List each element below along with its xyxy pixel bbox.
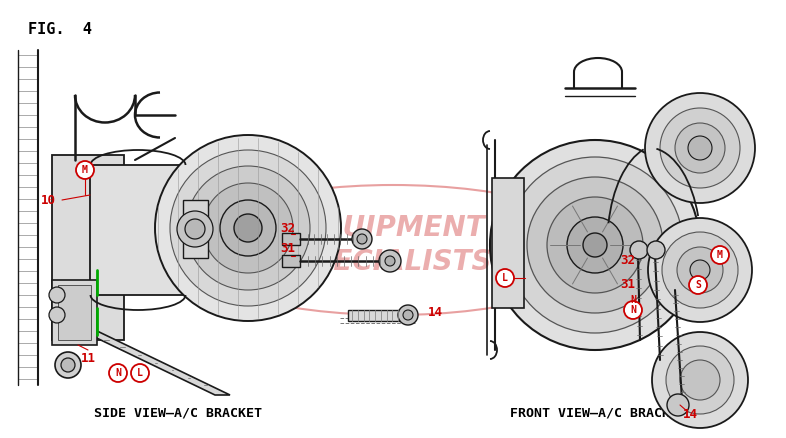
Bar [282,233,300,245]
Bar [52,155,124,340]
Bar [282,255,300,267]
Text: 14: 14 [428,305,443,318]
Circle shape [170,150,326,306]
Bar [183,200,208,258]
Circle shape [109,364,127,382]
Text: S: S [695,280,701,290]
Circle shape [630,241,648,259]
Text: FRONT VIEW–A/C BRACKET: FRONT VIEW–A/C BRACKET [510,407,686,420]
Circle shape [666,346,734,414]
Circle shape [689,276,707,294]
Circle shape [177,211,213,247]
Circle shape [645,93,755,203]
Text: 14: 14 [682,409,697,421]
Text: 11: 11 [80,352,96,364]
Circle shape [379,250,401,272]
Circle shape [496,269,514,287]
Circle shape [55,352,81,378]
Circle shape [711,246,729,264]
Circle shape [583,233,607,257]
Text: N: N [630,305,636,315]
Text: EQUIPMENT: EQUIPMENT [301,214,485,242]
Circle shape [680,360,720,400]
Bar [90,165,185,295]
Circle shape [398,305,418,325]
Circle shape [385,256,395,266]
Circle shape [220,200,276,256]
Circle shape [352,229,372,249]
Circle shape [690,260,710,280]
Circle shape [49,307,65,323]
Circle shape [647,241,665,259]
Circle shape [652,332,748,428]
Circle shape [185,219,205,239]
Circle shape [624,301,642,319]
Text: 10: 10 [41,194,56,206]
Text: M: M [717,250,723,260]
Bar [348,310,403,321]
Text: L: L [137,368,143,378]
Text: 32: 32 [620,254,636,266]
Circle shape [688,136,712,160]
Text: SPECIALISTS: SPECIALISTS [294,248,492,276]
Text: FIG.  4: FIG. 4 [28,22,92,37]
Circle shape [203,183,293,273]
Circle shape [155,135,341,321]
Text: SIDE VIEW–A/C BRACKET: SIDE VIEW–A/C BRACKET [94,407,262,420]
Bar [52,280,97,345]
Circle shape [403,310,413,320]
Circle shape [660,108,740,188]
Circle shape [677,247,723,293]
Circle shape [567,217,623,273]
Circle shape [527,177,663,313]
Bar [58,285,91,340]
Circle shape [131,364,149,382]
Circle shape [61,358,75,372]
Circle shape [186,166,310,290]
Circle shape [507,157,683,333]
Circle shape [490,140,700,350]
Circle shape [662,232,738,308]
Bar [492,178,524,308]
Circle shape [49,287,65,303]
Text: L: L [502,273,508,283]
Text: M: M [82,165,88,175]
Text: 31: 31 [620,279,636,292]
Circle shape [547,197,643,293]
Circle shape [667,394,689,416]
Circle shape [648,218,752,322]
Circle shape [357,234,367,244]
Text: N: N [115,368,121,378]
Circle shape [76,161,94,179]
Text: 31: 31 [281,241,296,254]
Circle shape [234,214,262,242]
Circle shape [675,123,725,173]
Text: N: N [630,295,636,305]
Text: 32: 32 [281,222,296,234]
Polygon shape [80,330,230,395]
